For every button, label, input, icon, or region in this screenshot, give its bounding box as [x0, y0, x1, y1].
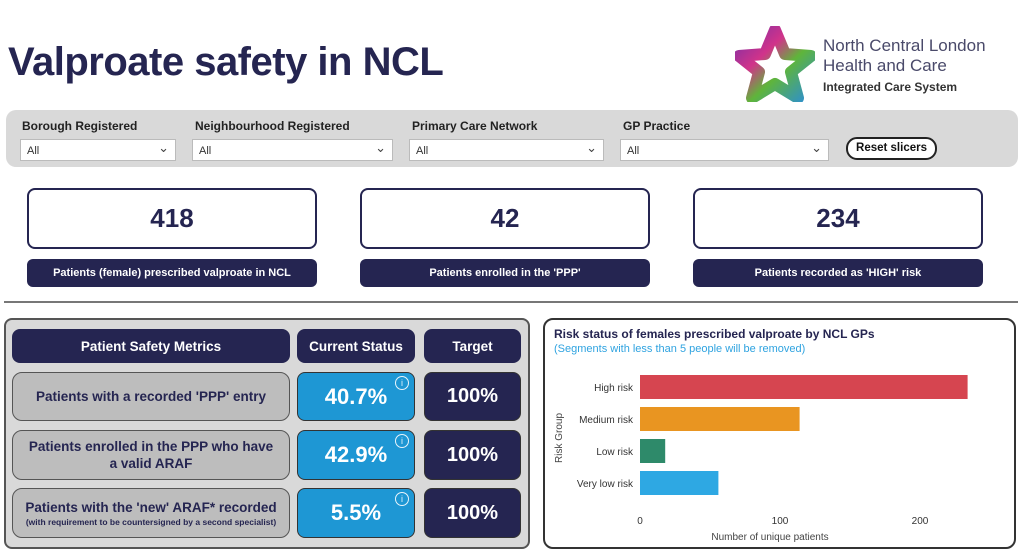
pcn-dropdown[interactable]: All ⌄	[409, 139, 604, 161]
kpi-female-prescribed-label: Patients (female) prescribed valproate i…	[27, 259, 317, 287]
logo-line2: Health and Care	[823, 56, 947, 75]
kpi-ppp-enrolled-label: Patients enrolled in the 'PPP'	[360, 259, 650, 287]
category-label: Very low risk	[577, 479, 634, 490]
metric-note: (with requirement to be countersigned by…	[25, 516, 277, 527]
x-tick-label: 200	[912, 516, 929, 527]
bar-low-risk[interactable]	[640, 439, 666, 463]
chevron-down-icon: ⌄	[811, 140, 822, 155]
metric-row-label: Patients enrolled in the PPP who have a …	[12, 430, 290, 480]
info-icon[interactable]: i	[395, 376, 409, 390]
x-tick-label: 0	[637, 516, 643, 527]
category-label: Low risk	[596, 447, 634, 458]
reset-slicers-button[interactable]: Reset slicers	[846, 137, 937, 160]
gp-practice-dropdown[interactable]: All ⌄	[620, 139, 829, 161]
borough-dropdown[interactable]: All ⌄	[20, 139, 176, 161]
ncl-logo: North Central London Health and Care Int…	[733, 24, 1015, 104]
chevron-down-icon: ⌄	[375, 140, 386, 155]
metric-target-value: 100%	[424, 488, 521, 538]
header-metrics: Patient Safety Metrics	[12, 329, 290, 363]
filter-label-pcn: Primary Care Network	[412, 119, 538, 133]
metric-status-value: 42.9% i	[297, 430, 415, 480]
status-text: 5.5%	[330, 500, 382, 525]
page-title: Valproate safety in NCL	[8, 40, 444, 84]
info-icon[interactable]: i	[395, 492, 409, 506]
category-label: Medium risk	[579, 415, 634, 426]
kpi-high-risk-value: 234	[693, 188, 983, 249]
header-current-status: Current Status	[297, 329, 415, 363]
status-text: 42.9%	[324, 442, 388, 467]
chevron-down-icon: ⌄	[158, 140, 169, 155]
metric-status-value: 40.7% i	[297, 372, 415, 421]
bar-medium-risk[interactable]	[640, 407, 800, 431]
metric-label: Patients with a recorded 'PPP' entry	[36, 389, 266, 404]
info-icon[interactable]: i	[395, 434, 409, 448]
dropdown-value: All	[416, 145, 429, 157]
header-target: Target	[424, 329, 521, 363]
status-text: 40.7%	[324, 383, 388, 409]
chart-subtitle: (Segments with less than 5 people will b…	[554, 343, 806, 355]
risk-status-chart: Risk status of females prescribed valpro…	[543, 318, 1016, 549]
filter-label-gp-practice: GP Practice	[623, 119, 691, 133]
kpi-ppp-enrolled-value: 42	[360, 188, 650, 249]
neighbourhood-dropdown[interactable]: All ⌄	[192, 139, 393, 161]
kpi-high-risk-label: Patients recorded as 'HIGH' risk	[693, 259, 983, 287]
metric-label: Patients with the 'new' ARAF* recorded	[25, 499, 277, 515]
filter-label-borough: Borough Registered	[22, 119, 138, 133]
metric-target-value: 100%	[424, 430, 521, 480]
logo-line1: North Central London	[823, 36, 986, 55]
divider	[4, 301, 1018, 303]
dropdown-value: All	[27, 145, 40, 157]
dropdown-value: All	[199, 145, 212, 157]
x-tick-label: 100	[772, 516, 789, 527]
y-axis-title: Risk Group	[554, 413, 565, 463]
bar-high-risk[interactable]	[640, 375, 968, 399]
metric-row-label: Patients with a recorded 'PPP' entry	[12, 372, 290, 421]
bar-very-low-risk[interactable]	[640, 471, 719, 495]
metric-label: Patients enrolled in the PPP who have a …	[28, 439, 274, 471]
kpi-female-prescribed-value: 418	[27, 188, 317, 249]
metric-target-value: 100%	[424, 372, 521, 421]
category-label: High risk	[594, 383, 634, 394]
filter-label-neighbourhood: Neighbourhood Registered	[195, 119, 350, 133]
filter-bar: Borough Registered All ⌄ Neighbourhood Re…	[6, 110, 1018, 167]
logo-line3: Integrated Care System	[823, 80, 958, 94]
patient-safety-metrics-panel: Patient Safety Metrics Current Status Ta…	[4, 318, 530, 549]
x-axis-title: Number of unique patients	[711, 532, 828, 543]
dropdown-value: All	[627, 145, 640, 157]
metric-row-label: Patients with the 'new' ARAF* recorded (w…	[12, 488, 290, 538]
chart-title: Risk status of females prescribed valpro…	[554, 327, 875, 341]
chevron-down-icon: ⌄	[586, 140, 597, 155]
chart-plot: High risk Medium risk Low risk Very low ris…	[554, 375, 968, 543]
metric-status-value: 5.5% i	[297, 488, 415, 538]
star-logo-icon	[733, 24, 817, 104]
